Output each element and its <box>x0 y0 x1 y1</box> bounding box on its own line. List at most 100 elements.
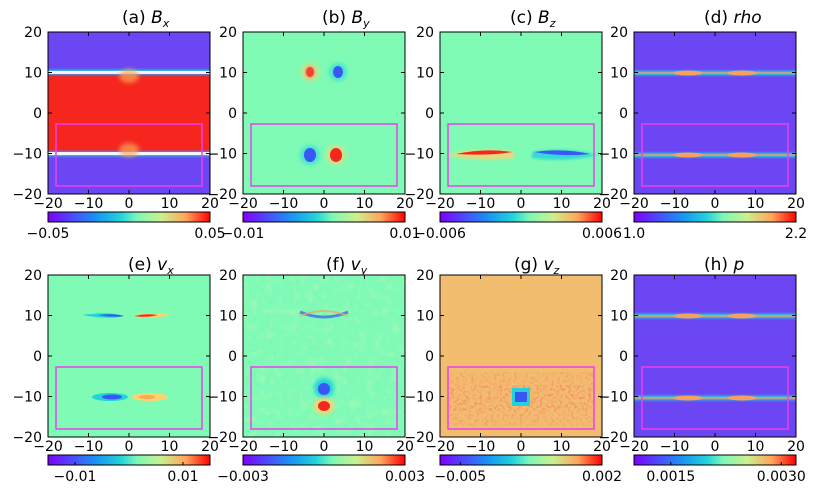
panel-e-ytick-label: −10 <box>12 390 42 406</box>
panel-h: (h) p <box>633 255 797 438</box>
panel-e-jet-upper-right <box>134 314 158 317</box>
panel-c-ytick-label: 20 <box>416 25 434 41</box>
panel-h-upper-sheet <box>634 311 796 321</box>
panel-a-ytick-label: −20 <box>12 187 42 203</box>
panel-c-ytick-label: −20 <box>404 187 434 203</box>
panel-e-ytick-label: 10 <box>24 309 42 325</box>
panel-a-xpoint-upper <box>119 69 139 83</box>
panel-b-xtick-label: 20 <box>396 196 414 212</box>
panel-h-lower-sheet <box>634 393 796 403</box>
panel-d-title: (d) rho <box>704 8 762 28</box>
panel-b-colorbar <box>242 211 406 223</box>
panel-h-title: (h) p <box>704 255 744 275</box>
panel-e-xtick-label: 20 <box>201 439 219 455</box>
panel-c-ytick-label: 0 <box>425 106 434 122</box>
panel-b-colorbar-label: −0.01 <box>222 226 265 242</box>
panel-b-lobe-upper-left-core <box>306 67 314 77</box>
panel-a-red-band <box>48 73 210 153</box>
panel-d-upper-sheet <box>634 68 796 78</box>
panel-b-ytick-label: 20 <box>219 25 237 41</box>
panel-b-lobe-upper-right <box>333 66 343 78</box>
panel-a-colorbar <box>47 211 211 223</box>
panel-h-ytick-label: −10 <box>598 390 628 406</box>
panel-d-upper-left-peak <box>673 70 703 76</box>
panel-b-ytick-label: 10 <box>219 66 237 82</box>
panel-e-jet-lower-left <box>102 394 122 400</box>
panel-c-colorbar-label: 0.006 <box>582 226 622 242</box>
panel-h-ytick-label: 20 <box>610 268 628 284</box>
panel-c-colorbar-label: −0.006 <box>414 226 466 242</box>
panel-d-xtick-label: −20 <box>619 196 649 212</box>
panel-f-colorbar-label: −0.003 <box>217 469 269 485</box>
panel-h-xtick-label: −10 <box>660 439 690 455</box>
panel-g: (g) vz <box>439 255 603 438</box>
panel-h-xtick-label: −20 <box>619 439 649 455</box>
panel-f-colorbar-label: 0.003 <box>385 469 425 485</box>
panel-c-ytick-label: 10 <box>416 66 434 82</box>
panel-h-ytick-label: 0 <box>619 349 628 365</box>
panel-c-highlight-box <box>447 123 595 187</box>
panel-c-xtick-label: −10 <box>466 196 496 212</box>
panel-d-colorbar-label: 1.0 <box>623 226 645 242</box>
panel-c-ytick-label: −10 <box>404 147 434 163</box>
panel-d-xtick-label: 0 <box>711 196 720 212</box>
panel-e-title: (e) vx <box>128 255 174 277</box>
panel-c: (c) Bz <box>439 8 603 195</box>
panel-f-ytick-label: 10 <box>219 309 237 325</box>
panel-d: (d) rho <box>633 8 797 195</box>
panel-f-colorbar <box>242 454 406 466</box>
panel-f-xtick-label: 0 <box>320 439 329 455</box>
panel-b-xtick-label: −10 <box>269 196 299 212</box>
panel-d-lower-right-peak <box>727 152 757 158</box>
panel-f: (f) vy <box>242 255 406 438</box>
panel-a-ytick-label: −10 <box>12 147 42 163</box>
panel-d-ytick-label: 0 <box>619 106 628 122</box>
panel-h-lower-left-peak <box>673 395 703 401</box>
panel-g-colorbar-label: 0.002 <box>582 469 622 485</box>
panel-g-xtick-label: 10 <box>553 439 571 455</box>
panel-b-background <box>243 32 405 194</box>
panel-a-xtick-label: 10 <box>161 196 179 212</box>
panel-b-lobe-lower-left <box>304 148 316 162</box>
panel-a-colorbar-label: −0.05 <box>27 226 70 242</box>
panel-c-xtick-label: −20 <box>425 196 455 212</box>
panel-b-colorbar-label: 0.01 <box>389 226 420 242</box>
panel-d-xtick-label: 20 <box>787 196 805 212</box>
panel-a-xtick-label: −10 <box>74 196 104 212</box>
panel-g-xtick-label: −20 <box>425 439 455 455</box>
panel-a-title: (a) Bx <box>122 8 170 30</box>
panel-a-highlight-box <box>55 123 203 187</box>
panel-g-ytick-label: 0 <box>425 349 434 365</box>
panel-c-title: (c) Bz <box>510 8 556 30</box>
panel-e-background <box>48 275 210 437</box>
panel-f-xtick-label: 10 <box>356 439 374 455</box>
panel-f-ytick-label: −10 <box>207 390 237 406</box>
panel-d-xtick-label: −10 <box>660 196 690 212</box>
panel-f-xtick-label: −20 <box>228 439 258 455</box>
panel-d-upper-right-peak <box>727 70 757 76</box>
panel-e-jet-upper-left <box>98 314 124 317</box>
panel-d-ytick-label: −10 <box>598 147 628 163</box>
panel-d-lower-sheet <box>634 150 796 160</box>
panel-h-colorbar-label: 0.0030 <box>757 469 806 485</box>
panel-b-xtick-label: 10 <box>356 196 374 212</box>
panel-g-colorbar-label: −0.005 <box>434 469 486 485</box>
panel-e-highlight-box <box>55 366 203 430</box>
panel-d-colorbar <box>633 211 797 223</box>
panel-h-xtick-label: 0 <box>711 439 720 455</box>
panel-h-upper-left-peak <box>673 313 703 319</box>
panel-g-title: (g) vz <box>514 255 560 277</box>
panel-h-xtick-label: 20 <box>787 439 805 455</box>
panel-c-lobe-right <box>534 150 590 156</box>
panel-c-xtick-label: 20 <box>593 196 611 212</box>
panel-d-colorbar-label: 2.2 <box>785 226 807 242</box>
panel-f-xtick-label: −10 <box>269 439 299 455</box>
panel-f-inflow-bottom <box>318 401 330 411</box>
panel-b-xtick-label: −20 <box>228 196 258 212</box>
panel-e-jet-lower-right <box>139 395 155 399</box>
panel-a-colorbar-label: 0.05 <box>194 226 225 242</box>
panel-h-lower-right-peak <box>727 395 757 401</box>
panel-e-colorbar-label: 0.01 <box>167 469 198 485</box>
panel-e-xtick-label: 10 <box>161 439 179 455</box>
